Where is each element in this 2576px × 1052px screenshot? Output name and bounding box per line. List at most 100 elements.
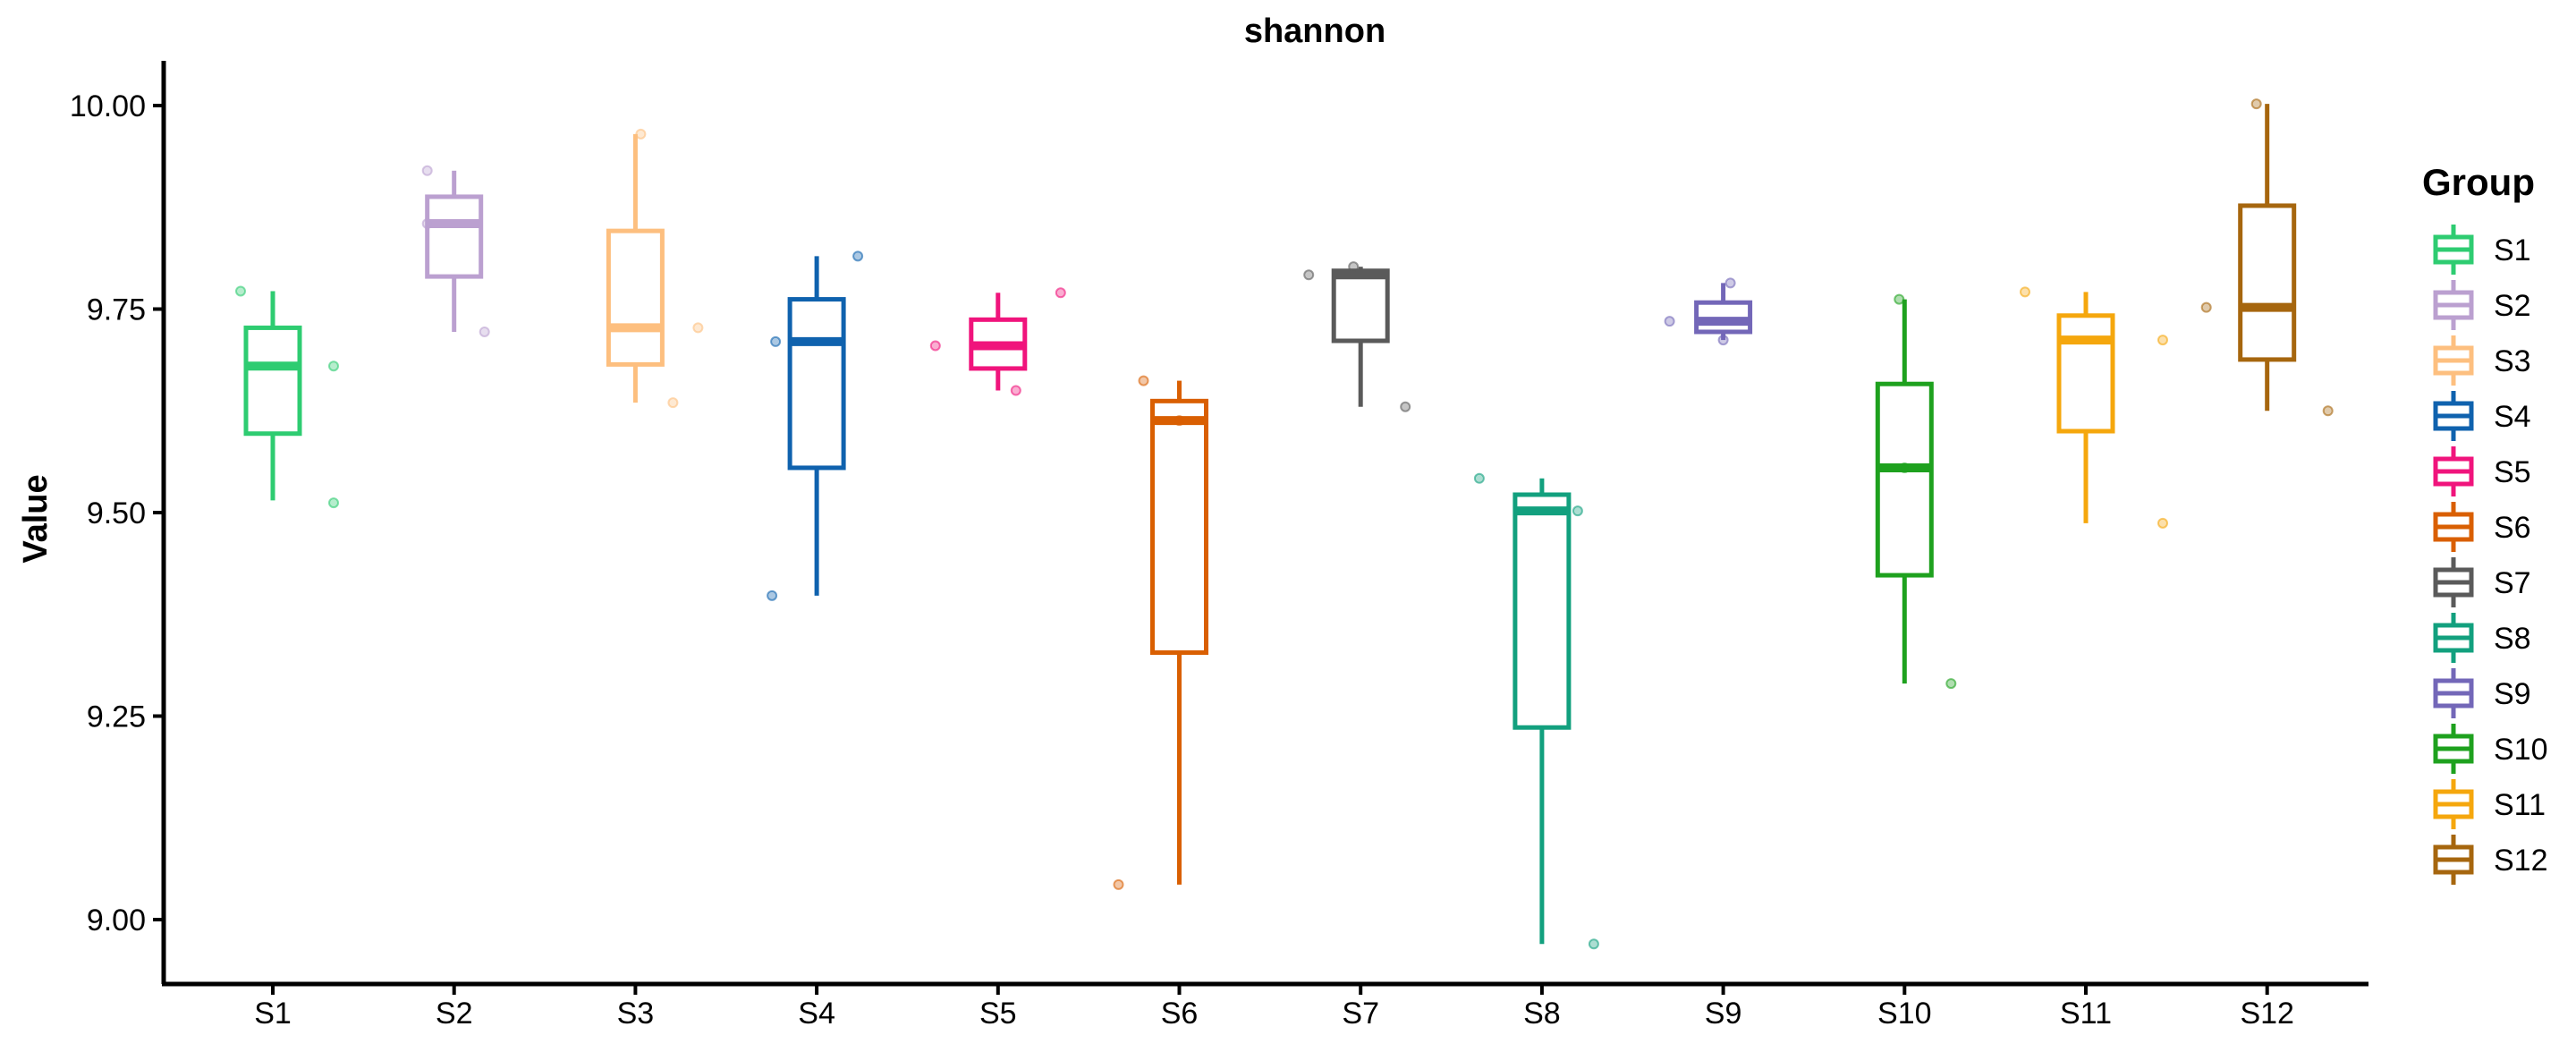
- data-point: [1138, 375, 1149, 386]
- data-point: [1945, 678, 1957, 690]
- data-point: [2250, 98, 2262, 110]
- legend: Group S1 S2 S3 S4 S5 S6 S7 S8 S9 S10 S11 S12: [2422, 161, 2548, 885]
- legend-item-S5: S5: [2433, 446, 2531, 496]
- data-point: [1894, 293, 1905, 305]
- data-point: [421, 165, 433, 176]
- iqr-box: [2238, 203, 2297, 362]
- iqr-box: [606, 228, 665, 367]
- y-axis-title: Value: [17, 474, 55, 563]
- data-point: [2200, 301, 2212, 313]
- data-point: [2157, 517, 2168, 529]
- iqr-box: [425, 194, 484, 279]
- box-group-S2: [421, 165, 490, 337]
- data-point: [1664, 316, 1675, 327]
- box-group-S3: [606, 128, 704, 409]
- y-tick-label: 9.75: [87, 293, 146, 327]
- box-group-S9: [1664, 277, 1753, 346]
- legend-item-S7: S7: [2433, 557, 2531, 607]
- x-tick-label: S12: [2240, 997, 2294, 1031]
- legend-label: S2: [2494, 289, 2531, 323]
- data-point: [1303, 269, 1315, 281]
- legend-item-S10: S10: [2433, 724, 2548, 774]
- legend-item-S11: S11: [2433, 779, 2546, 829]
- data-point: [1400, 401, 1411, 412]
- legend-label: S6: [2494, 511, 2531, 545]
- plot-area: 9.00 9.25 9.50 9.75 10.00 S1 S2 S3 S4 S5 S6 S7 S8 S9 S…: [70, 61, 2368, 1031]
- data-point: [328, 361, 339, 372]
- x-tick-label: S9: [1705, 997, 1742, 1031]
- data-point: [1572, 505, 1583, 517]
- legend-item-S2: S2: [2433, 280, 2531, 330]
- box-group-S4: [767, 250, 864, 601]
- data-point: [1473, 472, 1485, 484]
- y-tick-label: 9.50: [87, 496, 146, 530]
- legend-label: S11: [2494, 788, 2546, 822]
- x-tick-label: S1: [254, 997, 292, 1031]
- legend-item-S4: S4: [2433, 391, 2531, 441]
- data-point: [1348, 261, 1360, 273]
- data-point: [1588, 938, 1599, 950]
- legend-item-S12: S12: [2433, 835, 2548, 885]
- data-point: [1717, 335, 1729, 346]
- box-group-S5: [929, 287, 1066, 396]
- box-group-S10: [1875, 293, 1957, 690]
- legend-item-S6: S6: [2433, 502, 2531, 552]
- data-point: [328, 497, 339, 509]
- data-point: [692, 322, 704, 334]
- data-point: [2322, 405, 2334, 417]
- data-point: [2157, 335, 2168, 346]
- iqr-box: [1875, 381, 1934, 578]
- data-point: [1899, 462, 1911, 473]
- x-tick-label: S8: [1523, 997, 1561, 1031]
- data-point: [767, 590, 778, 601]
- legend-item-S9: S9: [2433, 668, 2531, 718]
- iqr-box: [243, 325, 302, 437]
- box-group-S1: [235, 285, 339, 509]
- iqr-box: [1513, 492, 1572, 730]
- data-point: [235, 285, 246, 297]
- iqr-box: [1150, 398, 1208, 656]
- legend-item-S1: S1: [2433, 225, 2531, 275]
- legend-label: S10: [2494, 733, 2548, 767]
- x-tick-label: S7: [1342, 997, 1379, 1031]
- y-tick-label: 10.00: [70, 89, 146, 123]
- x-tick-label: S6: [1161, 997, 1199, 1031]
- legend-label: S3: [2494, 344, 2531, 378]
- box-group-S12: [2200, 98, 2334, 417]
- iqr-box: [2056, 313, 2115, 434]
- box-group-S11: [2020, 286, 2168, 529]
- iqr-box: [787, 297, 846, 471]
- data-point: [852, 250, 864, 262]
- data-point: [421, 217, 433, 229]
- data-point: [1113, 878, 1124, 890]
- data-point: [667, 397, 679, 409]
- data-point: [2020, 286, 2030, 298]
- y-tick-label: 9.25: [87, 700, 146, 734]
- y-tick-label: 9.00: [87, 904, 146, 937]
- data-point: [770, 335, 782, 347]
- legend-item-S8: S8: [2433, 613, 2531, 663]
- x-tick-label: S4: [798, 997, 835, 1031]
- legend-title: Group: [2422, 161, 2535, 203]
- chart-title: shannon: [1244, 13, 1385, 50]
- data-point: [929, 340, 941, 352]
- box-group-S7: [1303, 261, 1411, 412]
- iqr-box: [1331, 268, 1390, 344]
- data-point: [635, 128, 647, 140]
- x-tick-label: S10: [1877, 997, 1932, 1031]
- legend-label: S4: [2494, 400, 2531, 434]
- x-tick-label: S11: [2060, 997, 2112, 1031]
- legend-label: S9: [2494, 677, 2531, 711]
- legend-label: S8: [2494, 622, 2531, 656]
- data-point: [1724, 277, 1736, 289]
- x-tick-label: S3: [617, 997, 655, 1031]
- legend-label: S5: [2494, 455, 2531, 489]
- data-point: [1055, 287, 1066, 299]
- x-tick-label: S5: [979, 997, 1017, 1031]
- legend-label: S7: [2494, 566, 2531, 600]
- data-point: [1174, 415, 1185, 427]
- data-point: [479, 326, 490, 337]
- legend-label: S12: [2494, 844, 2548, 878]
